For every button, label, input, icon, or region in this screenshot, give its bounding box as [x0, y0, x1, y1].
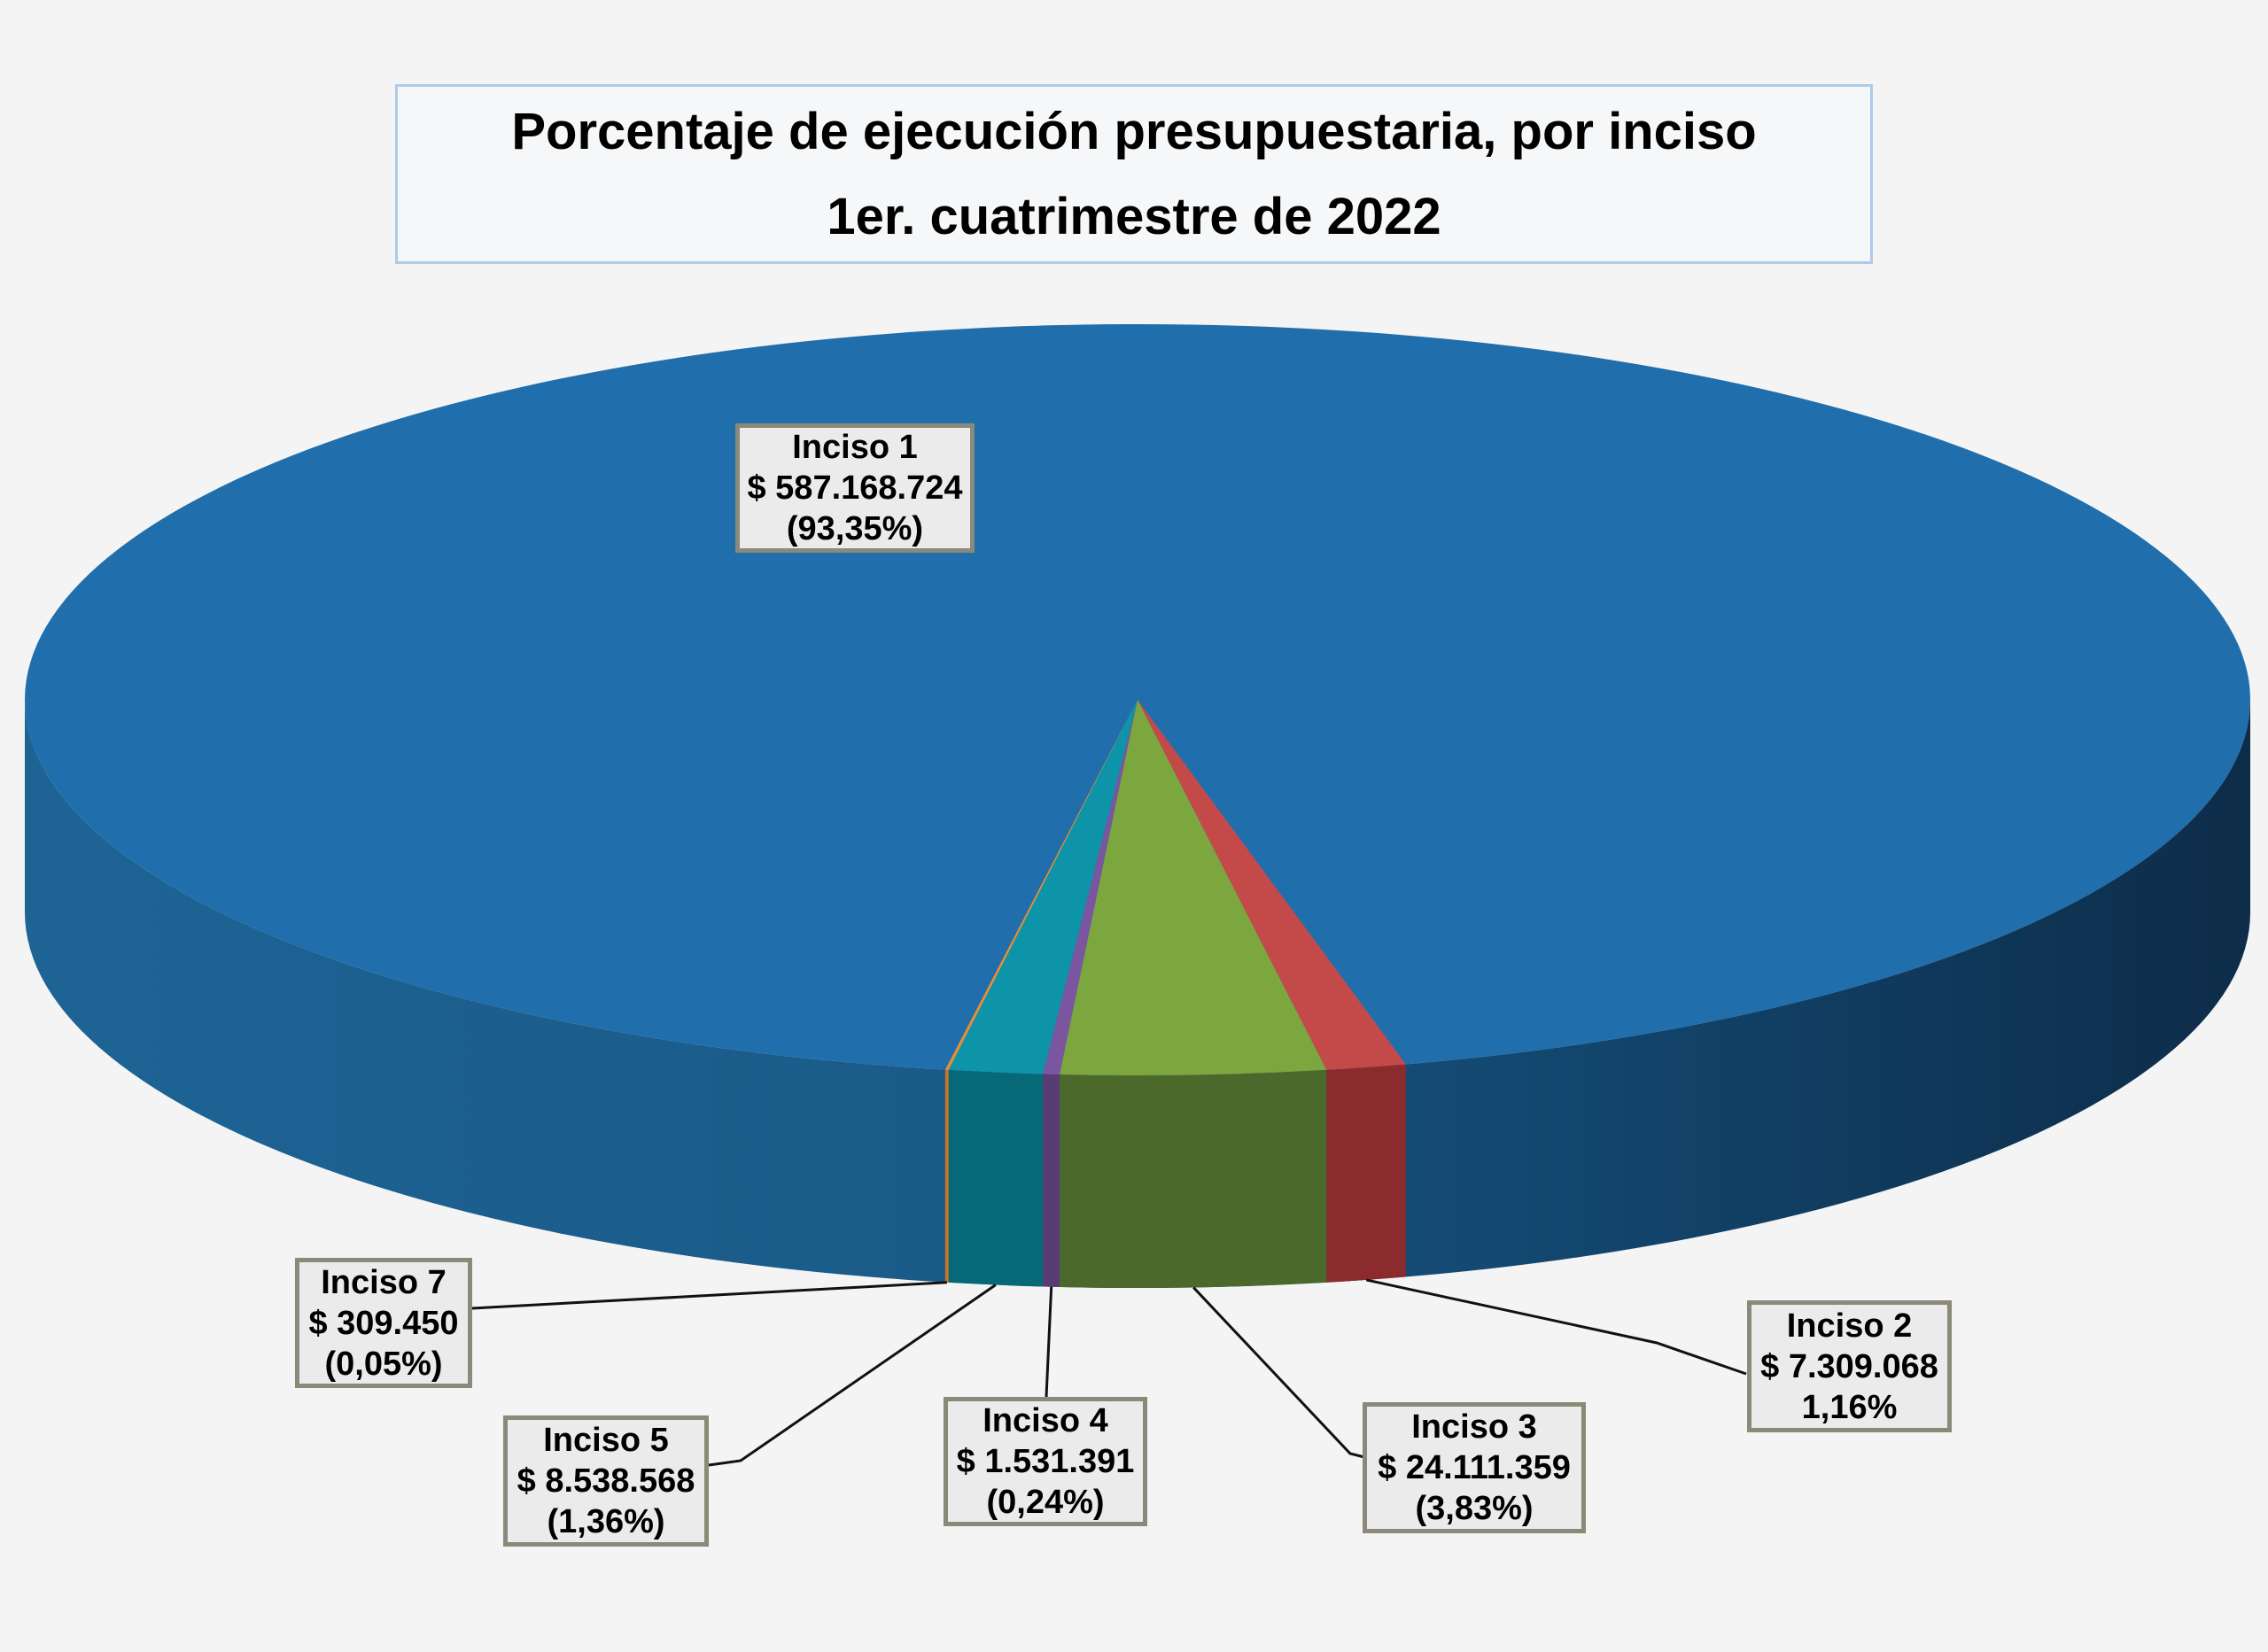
callout-inciso-3-amount: $ 24.111.359	[1378, 1449, 1571, 1486]
callout-inciso-7-pct: (0,05%)	[324, 1345, 443, 1383]
callout-inciso-5-label: Inciso 5	[543, 1422, 669, 1459]
leader-inciso-5	[708, 1284, 997, 1467]
leader-inciso-2	[1365, 1278, 1747, 1376]
callout-inciso-1-label: Inciso 1	[792, 429, 918, 466]
callout-inciso-4: Inciso 4 $ 1.531.391 (0,24%)	[944, 1397, 1147, 1526]
callout-inciso-5-pct: (1,36%)	[547, 1503, 665, 1540]
callout-inciso-2-label: Inciso 2	[1786, 1307, 1913, 1345]
pie-slice-inciso-1-side	[25, 700, 2250, 1288]
pie-slice-inciso-5-side	[948, 1069, 1044, 1287]
callout-inciso-7-label: Inciso 7	[321, 1263, 447, 1301]
pie-slice-inciso-4-top	[1043, 700, 1138, 1074]
callout-inciso-7-amount: $ 309.450	[308, 1304, 459, 1342]
callout-inciso-3-label: Inciso 3	[1411, 1408, 1537, 1446]
chart-title-box: Porcentaje de ejecución presupuestaria, …	[395, 84, 1873, 264]
callout-inciso-2-amount: $ 7.309.068	[1760, 1347, 1938, 1385]
callout-inciso-4-label: Inciso 4	[983, 1402, 1108, 1439]
leader-inciso-7	[471, 1281, 947, 1310]
callout-inciso-4-amount: $ 1.531.391	[956, 1443, 1135, 1480]
callout-inciso-5: Inciso 5 $ 8.538.568 (1,36%)	[503, 1415, 709, 1547]
pie-slice-inciso-3-top	[1060, 700, 1327, 1076]
pie-slice-inciso-2-side	[1326, 1064, 1406, 1283]
pie-slice-inciso-7-side	[944, 1069, 949, 1283]
pie-slice-inciso-5-top	[948, 700, 1138, 1074]
callout-inciso-1-amount: $ 587.168.724	[747, 469, 963, 507]
callout-inciso-5-amount: $ 8.538.568	[517, 1462, 695, 1500]
leader-inciso-4	[1045, 1286, 1053, 1398]
callout-inciso-4-pct: (0,24%)	[986, 1484, 1105, 1521]
callout-inciso-3: Inciso 3 $ 24.111.359 (3,83%)	[1363, 1402, 1586, 1533]
callout-inciso-2-pct: 1,16%	[1801, 1388, 1898, 1426]
chart-title-line2: 1er. cuatrimestre de 2022	[827, 187, 1441, 245]
pie-slice-inciso-7-top	[944, 700, 1138, 1070]
chart-title-line1: Porcentaje de ejecución presupuestaria, …	[511, 102, 1757, 160]
callout-inciso-7: Inciso 7 $ 309.450 (0,05%)	[295, 1258, 472, 1388]
pie-slice-inciso-2-top	[1138, 700, 1406, 1070]
callout-inciso-3-pct: (3,83%)	[1415, 1490, 1534, 1527]
callout-inciso-2: Inciso 2 $ 7.309.068 1,16%	[1747, 1300, 1952, 1432]
pie-slice-inciso-3-side	[1060, 1069, 1327, 1289]
pie-slice-inciso-4-side	[1043, 1074, 1060, 1287]
callout-inciso-1-pct: (93,35%)	[786, 510, 924, 547]
leader-inciso-3	[1192, 1286, 1365, 1459]
callout-inciso-1: Inciso 1 $ 587.168.724 (93,35%)	[735, 423, 975, 553]
